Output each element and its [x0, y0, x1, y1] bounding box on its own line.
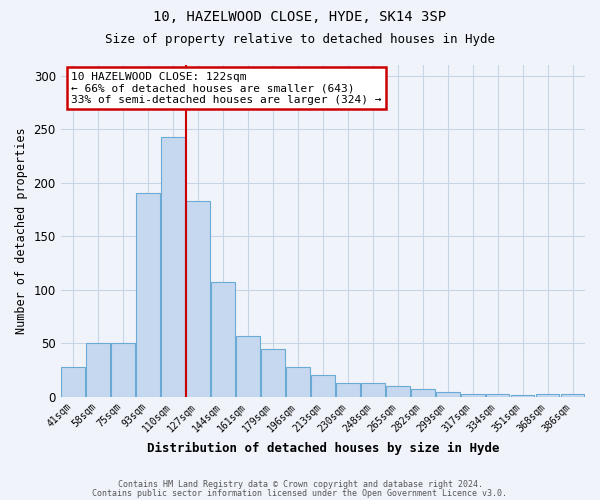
- Bar: [236, 336, 260, 396]
- Bar: [311, 376, 335, 396]
- Bar: [336, 383, 359, 396]
- Bar: [286, 367, 310, 396]
- Bar: [111, 343, 135, 396]
- Text: Size of property relative to detached houses in Hyde: Size of property relative to detached ho…: [105, 32, 495, 46]
- Text: Contains public sector information licensed under the Open Government Licence v3: Contains public sector information licen…: [92, 489, 508, 498]
- Bar: [411, 389, 434, 396]
- Bar: [261, 348, 285, 397]
- Text: Contains HM Land Registry data © Crown copyright and database right 2024.: Contains HM Land Registry data © Crown c…: [118, 480, 482, 489]
- Bar: [461, 394, 485, 396]
- Bar: [560, 394, 584, 396]
- Y-axis label: Number of detached properties: Number of detached properties: [15, 128, 28, 334]
- Bar: [436, 392, 460, 396]
- X-axis label: Distribution of detached houses by size in Hyde: Distribution of detached houses by size …: [146, 442, 499, 455]
- Text: 10, HAZELWOOD CLOSE, HYDE, SK14 3SP: 10, HAZELWOOD CLOSE, HYDE, SK14 3SP: [154, 10, 446, 24]
- Bar: [511, 394, 535, 396]
- Bar: [136, 194, 160, 396]
- Bar: [186, 201, 210, 396]
- Bar: [361, 383, 385, 396]
- Text: 10 HAZELWOOD CLOSE: 122sqm
← 66% of detached houses are smaller (643)
33% of sem: 10 HAZELWOOD CLOSE: 122sqm ← 66% of deta…: [71, 72, 382, 105]
- Bar: [61, 367, 85, 396]
- Bar: [161, 136, 185, 396]
- Bar: [386, 386, 410, 396]
- Bar: [536, 394, 559, 396]
- Bar: [86, 343, 110, 396]
- Bar: [211, 282, 235, 397]
- Bar: [486, 394, 509, 396]
